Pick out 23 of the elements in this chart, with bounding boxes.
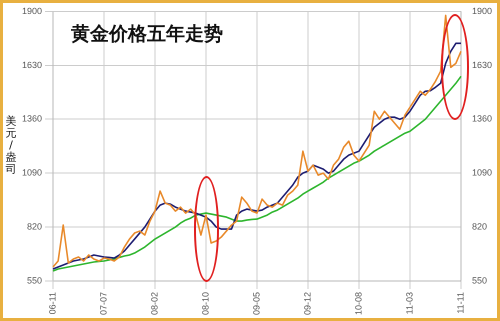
x-tick-label: 06-11 xyxy=(48,292,58,314)
x-tick-label: 09-12 xyxy=(302,292,312,316)
x-tick-label: 10-08 xyxy=(353,292,364,316)
x-tick-label: 07-07 xyxy=(98,292,108,316)
x-tick-label: 09-05 xyxy=(251,292,262,316)
x-tick-label: 11-11 xyxy=(455,292,466,314)
x-tick-label: 08-10 xyxy=(200,292,210,316)
text: 黄金价格五年走势 xyxy=(70,22,224,45)
y-axis-title: 美元/盎司 xyxy=(6,114,16,176)
x-tick-label: 08-02 xyxy=(149,292,160,316)
y-tick-label: 1360 xyxy=(22,114,42,124)
y2-tick-label: 1900 xyxy=(472,6,492,16)
y2-tick-label: 1090 xyxy=(472,168,492,178)
y2-tick-label: 1360 xyxy=(472,114,492,124)
y-tick-label: 1090 xyxy=(22,168,42,178)
y2-tick-label: 550 xyxy=(472,275,488,286)
y-tick-label: 1900 xyxy=(22,6,42,16)
y2-tick-label: 1630 xyxy=(472,60,492,70)
x-tick-label: 11-03 xyxy=(404,292,414,314)
y-tick-label: 820 xyxy=(26,222,42,232)
y-tick-label: 1630 xyxy=(22,60,42,70)
y2-tick-label: 820 xyxy=(472,222,488,232)
y-tick-label: 550 xyxy=(26,275,42,286)
